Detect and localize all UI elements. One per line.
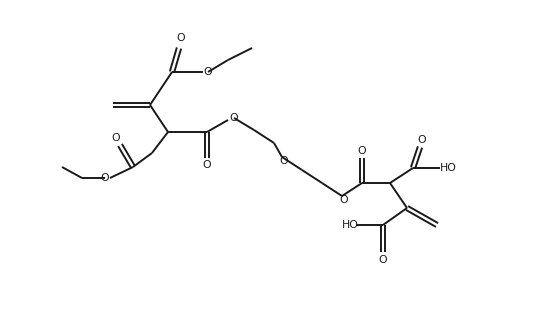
Text: O: O [101,173,109,183]
Text: O: O [204,67,212,77]
Text: O: O [379,255,387,265]
Text: HO: HO [342,220,359,230]
Text: O: O [339,195,348,205]
Text: O: O [203,160,212,170]
Text: O: O [177,33,185,43]
Text: O: O [418,135,426,145]
Text: O: O [230,113,239,123]
Text: O: O [280,156,288,166]
Text: HO: HO [440,163,456,173]
Text: O: O [358,146,366,156]
Text: O: O [112,133,120,143]
